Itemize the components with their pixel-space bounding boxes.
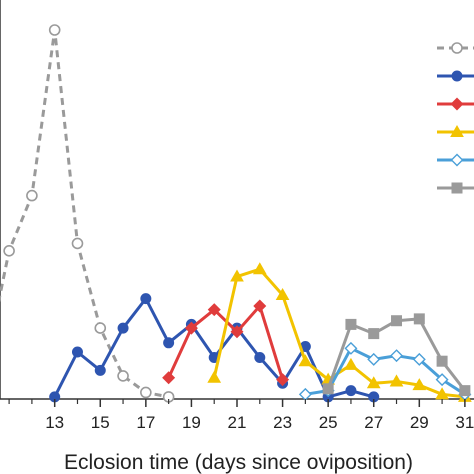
x-tick-label: 19 [182,413,201,432]
series-4 [207,262,472,402]
series-2-point [345,385,357,397]
series-4-point [412,378,427,391]
series-5-point [298,387,312,401]
series-1-point [71,237,84,250]
series-3-point [184,321,198,335]
series-3-point [276,373,290,387]
series-2-point [71,346,83,358]
x-axis-label: Eclosion time (days since oviposition) [64,451,413,474]
x-tick-label: 25 [319,413,338,432]
series-5-point [412,352,426,366]
series-4-point [435,387,449,400]
series-3-point [162,371,176,385]
legend-marker [450,97,464,111]
series-4-point [298,354,313,367]
series-1-point [48,24,61,36]
series-5-point [367,352,381,366]
series-2-point [117,322,129,334]
x-tick-label: 23 [273,413,292,432]
series-5-point [435,373,449,387]
series-6-point [436,355,448,367]
series-4-point [344,357,358,370]
series-1-point [94,322,107,334]
series-6-point [413,313,425,325]
series-4-point [389,374,404,387]
legend-marker [451,42,463,54]
legend-entry-4 [437,124,474,137]
series-1-point [117,370,129,382]
series-1-point [140,386,152,399]
legend-entry-6 [437,182,474,194]
x-tick-label: 31 [455,413,474,432]
series-4-point [252,262,267,275]
legend-entry-1 [437,42,474,54]
x-tick-label: 27 [364,413,383,432]
series-6-point [322,383,334,395]
series-3-point [207,303,221,317]
series-6-point [345,318,357,330]
x-tick-label: 29 [410,413,429,432]
x-tick-label: 15 [91,413,110,432]
x-tick-label: 21 [228,413,247,432]
series-2-point [94,364,106,376]
legend-entry-2 [437,70,474,82]
legend-marker [451,70,463,82]
series-4-point [230,269,244,282]
legend-entry-3 [437,97,474,111]
series-1-point [3,245,15,257]
series-4-point [366,376,381,389]
x-tick-label: 13 [45,413,64,432]
series-3-point [253,299,267,313]
legend-entry-5 [437,153,474,167]
series-3-point [230,325,244,339]
series-2-point [254,352,266,364]
legend-marker [450,153,464,167]
series-2-point [140,293,152,305]
series-5 [298,341,472,401]
legend-marker [451,182,463,194]
series-1-line [0,28,169,399]
series-5-point [390,349,404,363]
series-5-point [344,341,358,355]
series-1-point [26,189,38,202]
series-6-point [459,385,471,397]
legend-marker [450,124,464,137]
series-6 [322,313,471,397]
series-1 [0,24,175,403]
series-6-point [391,315,403,327]
series-4-point [275,287,290,300]
x-ticks: 13 15 17 19 21 23 25 27 29 31 [8,399,474,432]
legend [437,42,474,194]
series-layer [0,24,472,403]
series-2-point [163,337,175,349]
series-6-point [368,328,380,340]
x-tick-label: 17 [136,413,155,432]
series-4-point [207,370,222,383]
